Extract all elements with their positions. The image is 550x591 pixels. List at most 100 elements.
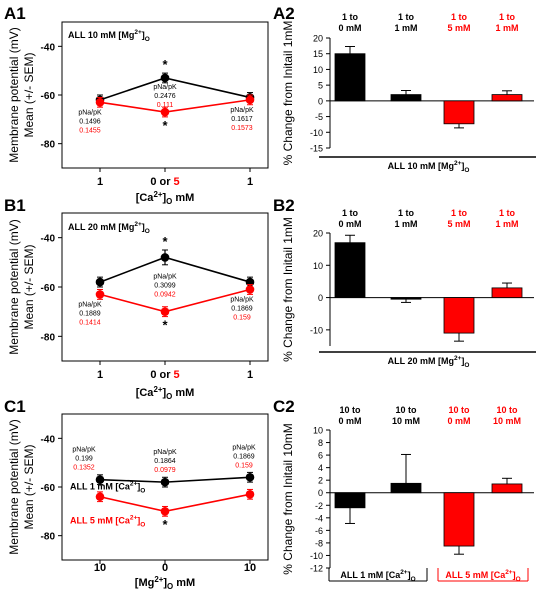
a1-series-red-line bbox=[99, 99, 251, 113]
a1-xtick-label: 0 or 5 bbox=[150, 176, 179, 188]
c2-ytick-label: -2 bbox=[315, 501, 323, 511]
c1-ratio-red: 0.0979 bbox=[154, 467, 176, 474]
a1-ratio-title: pNa/pK bbox=[153, 84, 177, 91]
a2-bar-label-line2: 5 mM bbox=[447, 23, 470, 33]
b2-group-label: ALL 20 mM [Mg2+]O bbox=[388, 355, 470, 369]
c1-ratio-black: 0.199 bbox=[75, 456, 93, 463]
b1-point bbox=[245, 285, 255, 294]
c2-ytick-label: -4 bbox=[315, 513, 323, 523]
a1-chart: -80 -60 -40 1 0 or 5 1 Membrane potential (mV)… bbox=[7, 21, 269, 188]
c1-ratio-black: 0.1864 bbox=[154, 458, 176, 465]
c1-point bbox=[160, 507, 170, 516]
c2-bar bbox=[334, 492, 366, 509]
c2-bar-label-line1: 10 to bbox=[339, 405, 361, 415]
a1-point bbox=[95, 98, 105, 107]
a2-bar-label-line1: 1 to bbox=[499, 12, 516, 22]
a1-ylabel-2: Mean (+/- SEM) bbox=[22, 52, 36, 137]
b1-ytick-label: -60 bbox=[41, 283, 56, 294]
a1-ratio-black: 0.2476 bbox=[154, 93, 176, 100]
c1-significance-star: * bbox=[162, 517, 168, 532]
panel-label-a1: A1 bbox=[4, 4, 26, 23]
b2-ytick-label: 10 bbox=[313, 261, 323, 271]
a1-condition-note: ALL 10 mM [Mg2+]O bbox=[68, 29, 150, 43]
b2-bar-label-line1: 1 to bbox=[451, 208, 468, 218]
b1-ratio-black: 0.1869 bbox=[231, 305, 253, 312]
c2-bar-label-line1: 10 to bbox=[395, 405, 417, 415]
c2-ytick-label: 6 bbox=[318, 451, 323, 461]
a2-ytick-label: 15 bbox=[313, 49, 323, 59]
c1-xtick-label: 10 bbox=[244, 562, 256, 574]
a1-ytick-label: -60 bbox=[41, 91, 56, 102]
c1-xlabel: [Mg2+]O mM bbox=[135, 575, 195, 591]
c1-ytick-label: -80 bbox=[41, 532, 56, 543]
b2-bar-label-line1: 1 to bbox=[342, 208, 359, 218]
a1-ratio-red: 0.111 bbox=[157, 102, 174, 109]
c2-bar-label-line2: 0 mM bbox=[338, 416, 361, 426]
b2-bar-label-line1: 1 to bbox=[499, 208, 516, 218]
c1-legend-red: ALL 5 mM [Ca2+]O bbox=[70, 515, 145, 529]
a2-ytick-label: -5 bbox=[315, 112, 323, 122]
a1-significance-star: * bbox=[162, 57, 168, 72]
c1-point bbox=[160, 477, 170, 487]
c2-bar bbox=[491, 483, 523, 494]
b1-ytick-label: -80 bbox=[41, 332, 56, 343]
c2-group-label: ALL 1 mM [Ca2+]O bbox=[340, 569, 415, 583]
c2-ylabel: % Change from Initail 10mM bbox=[281, 423, 295, 574]
c1-legend-black: ALL 1 mM [Ca2+]O bbox=[70, 481, 145, 495]
a1-xtick-label: 1 bbox=[247, 176, 253, 188]
c2-bar-label-line1: 10 to bbox=[496, 405, 518, 415]
a1-point bbox=[160, 107, 170, 117]
c2-bar-label-line2: 10 mM bbox=[392, 416, 420, 426]
c1-ratio-title: pNa/pK bbox=[232, 444, 256, 451]
a2-chart: -15 -10 -5 0 5 10 15 20 % Change from Initail 1m… bbox=[281, 12, 536, 165]
panel-label-c2: C2 bbox=[273, 397, 295, 416]
b1-xtick-label: 1 bbox=[247, 369, 253, 381]
a2-ytick-label: 5 bbox=[318, 81, 323, 91]
c1-point bbox=[245, 490, 255, 499]
b1-significance-star: * bbox=[162, 318, 168, 333]
a2-group-label: ALL 10 mM [Mg2+]O bbox=[388, 160, 470, 174]
b1-xtick-label: 1 bbox=[97, 369, 103, 381]
c2-bar-label-line2: 10 mM bbox=[493, 416, 521, 426]
b2-bar-label-line2: 1 mM bbox=[495, 219, 518, 229]
b1-ylabel: Membrane potential (mV) bbox=[7, 219, 21, 354]
b2-ytick-label: -10 bbox=[310, 325, 323, 335]
b2-bar bbox=[491, 287, 523, 298]
b1-xtick-label: 0 or 5 bbox=[150, 369, 179, 381]
c2-ytick-label: 10 bbox=[313, 426, 323, 436]
c2-ytick-label: 8 bbox=[318, 438, 323, 448]
c2-ytick-label: -10 bbox=[310, 551, 323, 561]
a2-ytick-label: 0 bbox=[318, 96, 323, 106]
b1-ytick-label: -40 bbox=[41, 234, 56, 245]
c2-bar bbox=[390, 482, 422, 494]
b2-ylabel: % Change from Initail 1mM bbox=[281, 217, 295, 362]
c1-point bbox=[245, 472, 255, 482]
c2-ytick-label: 4 bbox=[318, 463, 323, 473]
b1-ratio-black: 0.1889 bbox=[79, 310, 101, 317]
c2-ytick-label: 0 bbox=[318, 488, 323, 498]
panel-label-b2: B2 bbox=[273, 196, 295, 215]
a1-xlabel: [Ca2+]O mM bbox=[136, 190, 195, 206]
c1-ylabel: Membrane potential (mV) bbox=[7, 419, 21, 554]
c1-ratio-red: 0.1352 bbox=[73, 465, 95, 472]
b1-ratio-red: 0.0942 bbox=[154, 292, 176, 299]
c2-chart: -12 -10 -8 -6 -4 -2 0 2 4 6 8 10 % Change from Inita… bbox=[281, 405, 534, 582]
a2-bar-label-line1: 1 to bbox=[342, 12, 359, 22]
b1-point bbox=[95, 277, 105, 287]
a1-ratio-title: pNa/pK bbox=[78, 109, 102, 116]
a2-bar bbox=[491, 94, 523, 102]
b1-point bbox=[160, 307, 170, 316]
a1-ratio-title: pNa/pK bbox=[230, 107, 254, 114]
a1-point bbox=[245, 95, 255, 105]
b1-point bbox=[160, 253, 170, 262]
b1-ratio-title: pNa/pK bbox=[78, 301, 102, 308]
a2-bar-label-line1: 1 to bbox=[398, 12, 415, 22]
b1-ratio-title: pNa/pK bbox=[153, 274, 177, 281]
panel-label-b1: B1 bbox=[4, 196, 26, 215]
c2-group-label: ALL 5 mM [Ca2+]O bbox=[445, 569, 520, 583]
c1-ratio-black: 0.1869 bbox=[233, 453, 255, 460]
b2-bar bbox=[334, 242, 366, 298]
b1-chart: -80 -60 -40 1 0 or 5 1 Membrane potential (mV)… bbox=[7, 212, 269, 381]
